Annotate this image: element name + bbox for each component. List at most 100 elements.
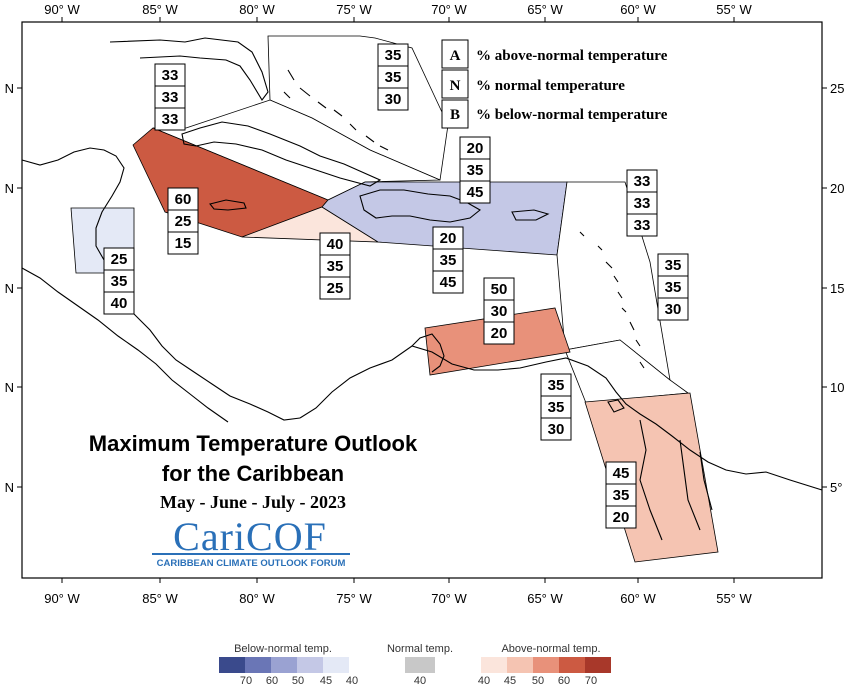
probability-boxes: 35 35 30 33 33 33 20 35 45 33 33 33 60 25 15 20 35 45 40 35… [103,43,689,529]
colorbar-above-label: Above-normal temp. [501,643,600,655]
prob-cell-b [657,297,689,321]
logo-subtitle: CARIBBEAN CLIMATE OUTLOOK FORUM [157,558,346,569]
prob-value-a: 50 [491,281,508,298]
lat-tick-left: N [5,480,14,495]
outlook-period: May - June - July - 2023 [160,492,346,512]
colorbar-normal-label: Normal temp. [387,643,453,655]
prob-value-a: 35 [665,257,682,274]
lon-tick-top: 80° W [239,2,275,17]
prob-value-a: 35 [385,47,402,64]
legend-key-b-box [441,99,469,129]
lon-tick-top: 90° W [44,2,80,17]
trinidad-coast [607,399,625,413]
lat-ticks-right: 25 20 15 10 5° [830,81,844,495]
lat-tick-right: 20 [830,181,844,196]
prob-value-a: 25 [111,251,128,268]
prob-value-n: 35 [613,487,630,504]
prob-value-b: 30 [385,91,402,108]
prob-value-n: 35 [548,399,565,416]
lon-tick-bottom: 90° W [44,591,80,606]
maracaibo [411,333,445,373]
prob-box-hispaniola-south: 20 35 45 [432,226,464,294]
lon-ticks-bottom: 90° W 85° W 80° W 75° W 70° W 65° W 60° … [44,591,752,606]
lon-tick-top: 60° W [620,2,656,17]
cb-tick: 60 [558,675,570,684]
legend-key-a: A [450,48,461,64]
bahamas-islands [283,69,389,151]
prob-value-a: 33 [634,173,651,190]
legend-text-b: % below-normal temperature [476,107,668,123]
lat-tick-left: N [5,380,14,395]
lat-ticks-left: N N N N N [5,81,14,495]
prob-value-b: 33 [634,217,651,234]
prob-value-n: 35 [327,258,344,275]
prob-box-hispaniola-north: 20 35 45 [459,136,491,204]
prob-box-guianas: 45 35 20 [605,461,637,529]
prob-cell-b [154,107,186,131]
cb-below-40 [323,657,349,673]
prob-box-trinidad: 35 35 30 [540,373,572,441]
prob-value-n: 25 [175,213,192,230]
colorbar: Below-normal temp. Normal temp. Above-no… [219,643,611,684]
prob-value-b: 20 [491,325,508,342]
legend-text-a: % above-normal temperature [476,48,668,64]
lon-tick-bottom: 65° W [527,591,563,606]
prob-value-n: 35 [665,279,682,296]
tick-marks [17,17,827,583]
hispaniola-coast [359,189,481,223]
cb-below-60 [245,657,271,673]
prob-value-a: 35 [548,377,565,394]
cb-below-70 [219,657,245,673]
cb-above-70 [585,657,611,673]
lon-ticks-top: 90° W 85° W 80° W 75° W 70° W 65° W 60° … [44,2,752,17]
cb-tick: 70 [240,675,252,684]
prob-box-windward: 35 35 30 [657,253,689,321]
prob-cell-b [540,417,572,441]
lon-tick-top: 70° W [431,2,467,17]
prob-box-abc-islands: 50 30 20 [483,277,515,345]
lesser-antilles [579,231,645,369]
legend-key-n-box [441,69,469,99]
florida-coast [109,37,269,101]
cb-tick: 45 [320,675,332,684]
cb-tick: 40 [478,675,490,684]
prob-cell-b [605,505,637,529]
lon-tick-bottom: 80° W [239,591,275,606]
prob-cell-b [377,87,409,111]
lat-tick-left: N [5,281,14,296]
map-subtitle: for the Caribbean [162,461,344,486]
prob-box-leeward: 33 33 33 [626,169,658,237]
prob-value-n: 33 [162,89,179,106]
cb-tick: 60 [266,675,278,684]
prob-box-jamaica: 60 25 15 [167,187,199,255]
prob-value-n: 35 [111,273,128,290]
prob-value-b: 45 [467,184,484,201]
prob-value-b: 25 [327,280,344,297]
south-america-coast [299,345,823,491]
cb-above-50 [533,657,559,673]
logo-wordmark: CariCOF [173,514,327,559]
prob-value-n: 33 [634,195,651,212]
lat-tick-right: 10 [830,380,844,395]
lat-tick-left: N [5,81,14,96]
cb-normal [405,657,435,673]
prob-value-a: 45 [613,465,630,482]
lon-tick-top: 85° W [142,2,178,17]
lon-tick-bottom: 55° W [716,591,752,606]
prob-cell-b [459,180,491,204]
lat-tick-right: 25 [830,81,844,96]
pacific-coast [21,267,229,423]
prob-box-cuba: 33 33 33 [154,63,186,131]
legend-key-n: N [450,78,461,94]
prob-value-b: 30 [665,301,682,318]
lon-tick-bottom: 60° W [620,591,656,606]
cb-below-45 [297,657,323,673]
prob-box-bahamas: 35 35 30 [377,43,409,111]
puerto-rico-coast [511,209,550,221]
prob-value-b: 15 [175,235,192,252]
cb-above-45 [507,657,533,673]
cb-above-40 [481,657,507,673]
colorbar-below-label: Below-normal temp. [234,643,332,655]
cb-tick: 40 [346,675,358,684]
